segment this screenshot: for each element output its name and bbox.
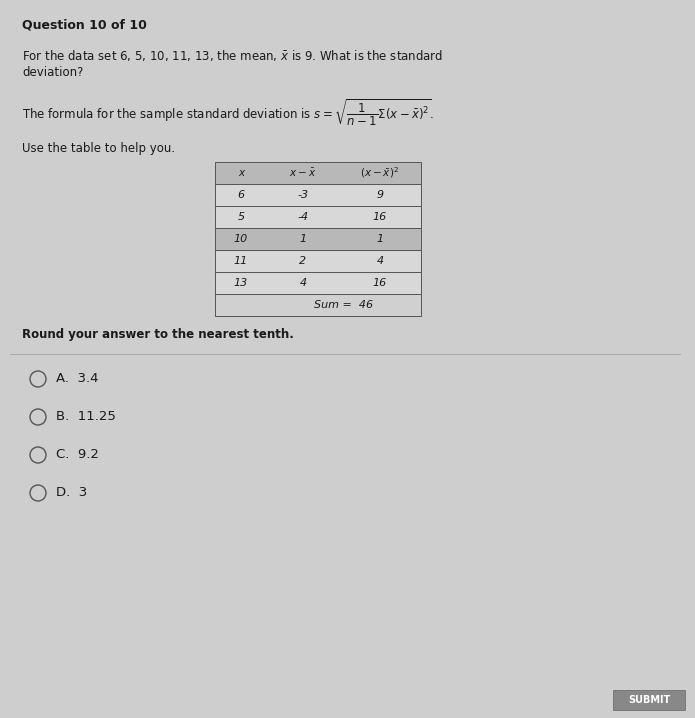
Bar — [215, 184, 421, 206]
Text: 13: 13 — [234, 278, 248, 288]
Text: A.  3.4: A. 3.4 — [56, 373, 99, 386]
Text: 6: 6 — [238, 190, 245, 200]
Text: 10: 10 — [234, 234, 248, 244]
Text: B.  11.25: B. 11.25 — [56, 411, 116, 424]
Text: D.  3: D. 3 — [56, 487, 88, 500]
Bar — [215, 250, 421, 272]
Text: 11: 11 — [234, 256, 248, 266]
Text: The formula for the sample standard deviation is $s = \sqrt{\dfrac{1}{n-1}\Sigma: The formula for the sample standard devi… — [22, 98, 434, 128]
Text: 4: 4 — [300, 278, 306, 288]
Bar — [613, 690, 685, 710]
Text: 16: 16 — [373, 278, 387, 288]
Text: Sum =  46: Sum = 46 — [314, 300, 374, 310]
Text: 4: 4 — [377, 256, 384, 266]
Bar — [215, 162, 421, 184]
Text: 1: 1 — [300, 234, 306, 244]
Text: deviation?: deviation? — [22, 66, 83, 79]
Text: Question 10 of 10: Question 10 of 10 — [22, 18, 147, 31]
Text: 9: 9 — [377, 190, 384, 200]
Bar — [215, 228, 421, 250]
Text: $(x - \bar{x})^2$: $(x - \bar{x})^2$ — [361, 166, 400, 180]
Text: -4: -4 — [297, 212, 309, 222]
Text: Use the table to help you.: Use the table to help you. — [22, 142, 175, 155]
Text: $x - \bar{x}$: $x - \bar{x}$ — [289, 167, 317, 179]
Bar — [215, 206, 421, 228]
Bar — [215, 294, 421, 316]
Text: x: x — [238, 168, 244, 178]
Text: Round your answer to the nearest tenth.: Round your answer to the nearest tenth. — [22, 328, 294, 341]
Text: 2: 2 — [300, 256, 306, 266]
Text: C.  9.2: C. 9.2 — [56, 449, 99, 462]
Text: 16: 16 — [373, 212, 387, 222]
Bar — [215, 272, 421, 294]
Text: SUBMIT: SUBMIT — [628, 695, 670, 705]
Text: 1: 1 — [377, 234, 384, 244]
Text: For the data set 6, 5, 10, 11, 13, the mean, $\bar{x}$ is 9. What is the standar: For the data set 6, 5, 10, 11, 13, the m… — [22, 48, 443, 63]
Text: -3: -3 — [297, 190, 309, 200]
Text: 5: 5 — [238, 212, 245, 222]
